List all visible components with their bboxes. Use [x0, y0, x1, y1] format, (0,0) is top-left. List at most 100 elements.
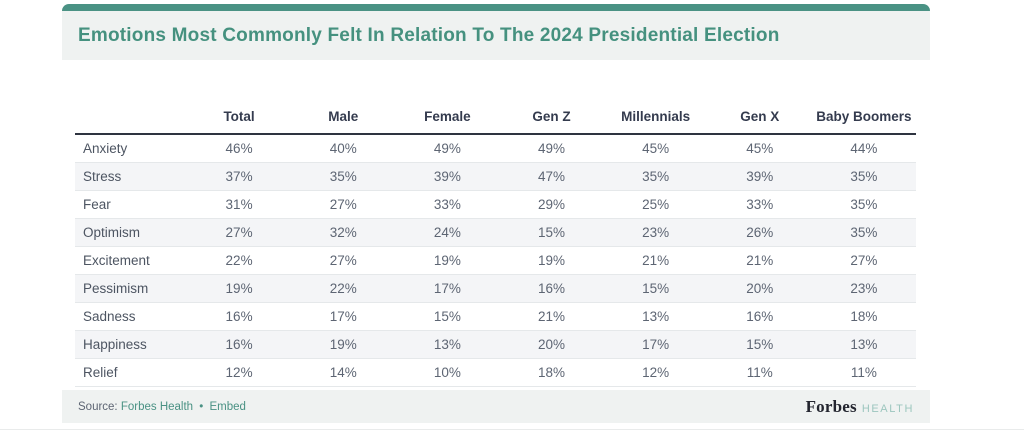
- embed-card: Emotions Most Commonly Felt In Relation …: [62, 4, 930, 423]
- row-label: Stress: [83, 169, 122, 184]
- value-cell: 20%: [746, 281, 774, 296]
- value-cell: 16%: [225, 337, 253, 352]
- table-row: Excitement 22% 27% 19% 19% 21% 21% 27%: [75, 247, 916, 275]
- page-bottom-divider: [0, 429, 1024, 430]
- value-cell: 14%: [329, 365, 357, 380]
- value-cell: 45%: [642, 141, 670, 156]
- value-cell: 16%: [225, 309, 253, 324]
- value-cell: 15%: [746, 337, 774, 352]
- value-cell: 19%: [433, 253, 461, 268]
- forbes-health-logo: Forbes HEALTH: [806, 397, 914, 417]
- row-label: Sadness: [83, 309, 136, 324]
- value-cell: 46%: [225, 141, 253, 156]
- value-cell: 13%: [433, 337, 461, 352]
- value-cell: 13%: [850, 337, 878, 352]
- footer-band: Source: Forbes Health • Embed Forbes HEA…: [62, 390, 930, 423]
- column-header: Gen Z: [532, 109, 571, 125]
- row-label: Optimism: [83, 225, 140, 240]
- value-cell: 25%: [642, 197, 670, 212]
- value-cell: 21%: [537, 309, 565, 324]
- row-label: Happiness: [83, 337, 147, 352]
- accent-top-bar: [62, 4, 930, 11]
- table-row: Relief 12% 14% 10% 18% 12% 11% 11%: [75, 359, 916, 387]
- value-cell: 27%: [225, 225, 253, 240]
- column-header: Male: [328, 109, 359, 125]
- value-cell: 19%: [225, 281, 253, 296]
- value-cell: 49%: [433, 141, 461, 156]
- value-cell: 16%: [746, 309, 774, 324]
- table-row: Sadness 16% 17% 15% 21% 13% 16% 18%: [75, 303, 916, 331]
- title-band: Emotions Most Commonly Felt In Relation …: [62, 11, 930, 60]
- value-cell: 45%: [746, 141, 774, 156]
- row-label: Excitement: [83, 253, 150, 268]
- row-label: Relief: [83, 365, 118, 380]
- value-cell: 40%: [329, 141, 357, 156]
- value-cell: 26%: [746, 225, 774, 240]
- value-cell: 33%: [433, 197, 461, 212]
- value-cell: 47%: [537, 169, 565, 184]
- value-cell: 35%: [850, 169, 878, 184]
- value-cell: 19%: [537, 253, 565, 268]
- row-label: Fear: [83, 197, 111, 212]
- table-row: Optimism 27% 32% 24% 15% 23% 26% 35%: [75, 219, 916, 247]
- embed-link[interactable]: Embed: [209, 400, 246, 413]
- value-cell: 29%: [537, 197, 565, 212]
- value-cell: 39%: [746, 169, 774, 184]
- value-cell: 15%: [537, 225, 565, 240]
- value-cell: 23%: [850, 281, 878, 296]
- forbes-logo-text: Forbes: [805, 396, 857, 416]
- column-header: Total: [223, 109, 255, 125]
- table-row: Happiness 16% 19% 13% 20% 17% 15% 13%: [75, 331, 916, 359]
- value-cell: 15%: [642, 281, 670, 296]
- value-cell: 16%: [537, 281, 565, 296]
- value-cell: 20%: [537, 337, 565, 352]
- value-cell: 18%: [850, 309, 878, 324]
- chart-title: Emotions Most Commonly Felt In Relation …: [78, 24, 780, 46]
- value-cell: 19%: [329, 337, 357, 352]
- value-cell: 18%: [537, 365, 565, 380]
- value-cell: 21%: [746, 253, 774, 268]
- value-cell: 17%: [329, 309, 357, 324]
- source-line: Source: Forbes Health • Embed: [78, 401, 246, 413]
- value-cell: 31%: [225, 197, 253, 212]
- value-cell: 35%: [850, 225, 878, 240]
- table-row: Anxiety 46% 40% 49% 49% 45% 45% 44%: [75, 135, 916, 163]
- health-logo-text: HEALTH: [861, 402, 914, 415]
- value-cell: 27%: [329, 253, 357, 268]
- source-label: Source:: [78, 400, 118, 413]
- value-cell: 24%: [433, 225, 461, 240]
- value-cell: 11%: [850, 365, 877, 380]
- value-cell: 21%: [642, 253, 670, 268]
- value-cell: 35%: [329, 169, 357, 184]
- column-header: Baby Boomers: [816, 109, 912, 125]
- table-row: Stress 37% 35% 39% 47% 35% 39% 35%: [75, 163, 916, 191]
- value-cell: 35%: [850, 197, 878, 212]
- value-cell: 23%: [642, 225, 670, 240]
- table-body: Anxiety 46% 40% 49% 49% 45% 45% 44% Stress 37% 35%…: [75, 135, 916, 387]
- value-cell: 22%: [225, 253, 253, 268]
- emotions-table: Total Male Female Gen Z Millennials Gen X Baby…: [75, 95, 916, 387]
- value-cell: 22%: [329, 281, 357, 296]
- table-header-row: Total Male Female Gen Z Millennials Gen X Baby…: [75, 95, 916, 135]
- value-cell: 49%: [537, 141, 565, 156]
- value-cell: 35%: [642, 169, 670, 184]
- source-link-forbes-health[interactable]: Forbes Health: [120, 400, 194, 413]
- value-cell: 15%: [433, 309, 461, 324]
- source-separator: •: [199, 400, 204, 413]
- value-cell: 39%: [433, 169, 461, 184]
- value-cell: 12%: [642, 365, 670, 380]
- value-cell: 44%: [850, 141, 878, 156]
- value-cell: 27%: [329, 197, 357, 212]
- column-header: Millennials: [621, 109, 691, 125]
- row-label: Pessimism: [83, 281, 149, 296]
- value-cell: 11%: [746, 365, 773, 380]
- row-label: Anxiety: [83, 141, 128, 156]
- value-cell: 33%: [746, 197, 774, 212]
- column-header: Gen X: [740, 109, 780, 125]
- value-cell: 10%: [433, 365, 461, 380]
- value-cell: 17%: [433, 281, 461, 296]
- value-cell: 17%: [642, 337, 670, 352]
- value-cell: 32%: [329, 225, 357, 240]
- value-cell: 27%: [850, 253, 878, 268]
- table-row: Pessimism 19% 22% 17% 16% 15% 20% 23%: [75, 275, 916, 303]
